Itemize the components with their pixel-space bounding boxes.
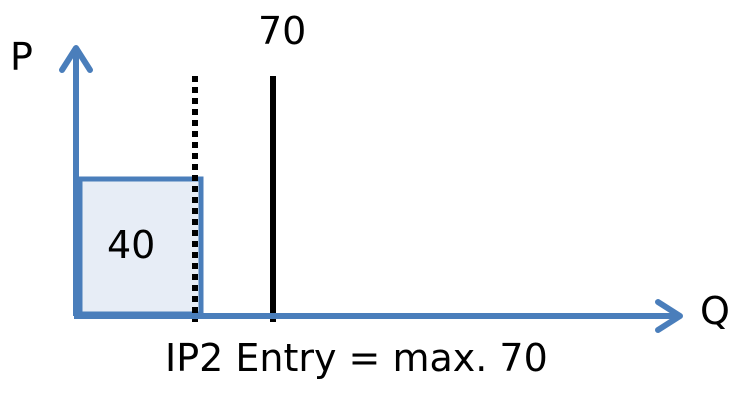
box-label: 40 <box>107 223 156 267</box>
y-axis-label: P <box>10 35 33 79</box>
caption: IP2 Entry = max. 70 <box>165 336 548 380</box>
arrow-up-icon <box>59 45 93 73</box>
arrow-right-icon <box>655 299 683 333</box>
x-axis-label: Q <box>700 289 730 333</box>
solid-line-label: 70 <box>258 9 307 53</box>
